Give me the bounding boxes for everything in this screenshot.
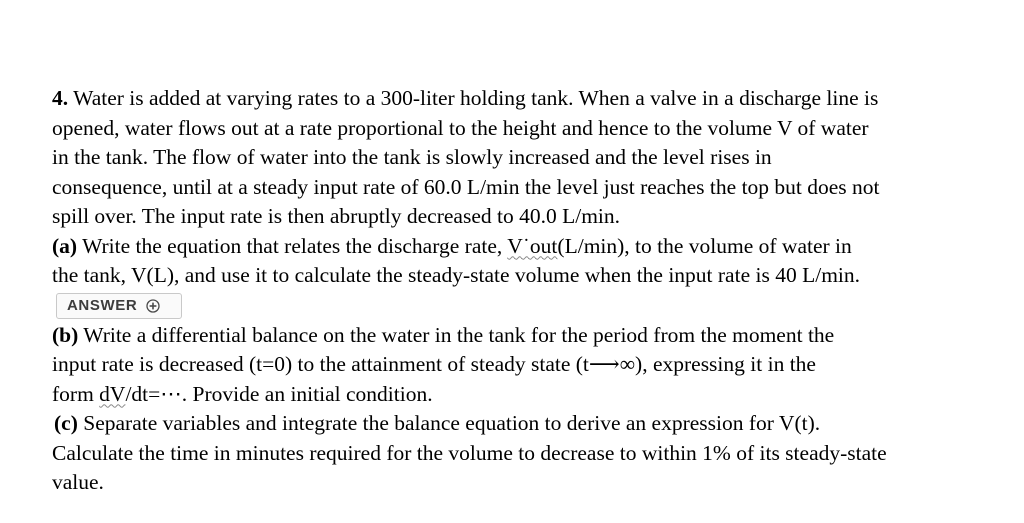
part-c-label: (c) xyxy=(54,411,78,435)
part-c-line-1: (c) Separate variables and integrate the… xyxy=(52,409,982,439)
part-b-line-1: (b) Write a differential balance on the … xyxy=(52,321,982,351)
plus-circle-icon xyxy=(146,298,160,313)
part-c-line-2: Calculate the time in minutes required f… xyxy=(52,440,887,465)
problem-text: 4. Water is added at varying rates to a … xyxy=(52,84,982,498)
part-b-text-3-post: /dt=⋯. Provide an initial condition. xyxy=(125,381,433,406)
part-b-line-2: input rate is decreased (t=0) to the att… xyxy=(52,352,816,376)
intro-text-1: Water is added at varying rates to a 300… xyxy=(73,86,879,110)
vout-symbol: V˙out xyxy=(507,233,558,258)
part-a-text-1-pre: Write the equation that relates the disc… xyxy=(77,233,508,258)
part-a-text-1-post: (L/min), to the volume of water in xyxy=(557,233,852,258)
part-c-text-1: Separate variables and integrate the bal… xyxy=(77,411,821,435)
part-b-text-1: Write a differential balance on the wate… xyxy=(78,322,835,347)
dv-symbol: dV xyxy=(99,381,126,406)
intro-line-4: consequence, until at a steady input rat… xyxy=(52,174,880,199)
intro-line-1: 4. Water is added at varying rates to a … xyxy=(52,84,982,114)
answer-button[interactable]: ANSWER xyxy=(56,292,182,319)
part-c-line-3: value. xyxy=(52,470,104,494)
problem-number: 4. xyxy=(52,86,69,110)
intro-line-2: opened, water flows out at a rate propor… xyxy=(52,115,869,140)
intro-line-3: in the tank. The flow of water into the … xyxy=(52,145,772,169)
part-a-line-2: the tank, V(L), and use it to calculate … xyxy=(52,263,861,287)
answer-button-label: ANSWER xyxy=(67,296,138,314)
part-b-label: (b) xyxy=(52,322,79,347)
answer-row: ANSWER xyxy=(52,291,982,321)
intro-line-5: spill over. The input rate is then abrup… xyxy=(52,204,621,228)
part-b-text-3-pre: form xyxy=(52,381,100,406)
part-a-line-1: (a) Write the equation that relates the … xyxy=(52,232,982,262)
part-a-label: (a) xyxy=(52,233,78,258)
part-b-line-3: form dV/dt=⋯. Provide an initial conditi… xyxy=(52,380,982,410)
